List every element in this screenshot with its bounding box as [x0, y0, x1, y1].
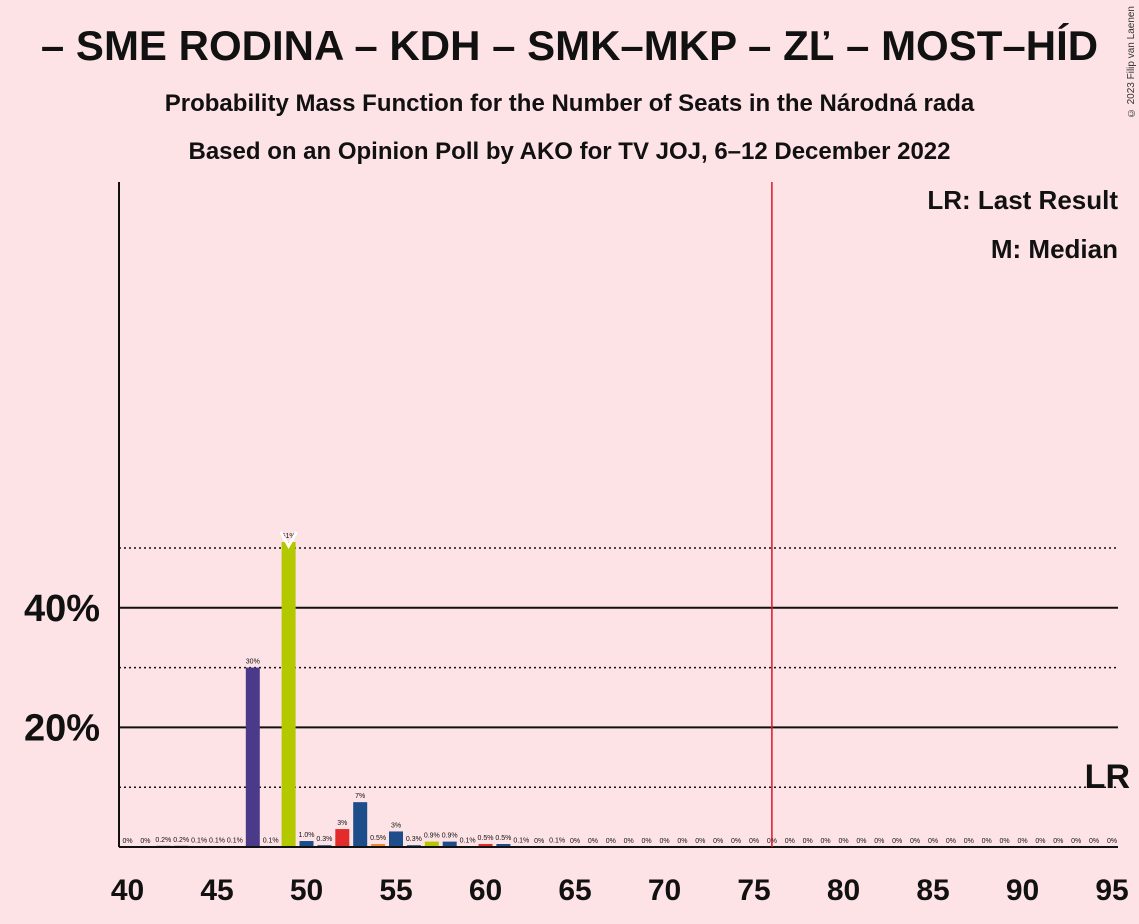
- bar-label-63: 0%: [534, 838, 544, 845]
- bar-label-83: 0%: [892, 838, 902, 845]
- bar-label-95: 0%: [1107, 838, 1117, 845]
- bar-label-56: 0.3%: [406, 836, 422, 843]
- x-tick-75: 75: [737, 874, 770, 907]
- bar-50: [299, 841, 314, 847]
- bar-label-79: 0%: [821, 838, 831, 845]
- bar-53: [353, 802, 368, 847]
- bar-label-51: 0.3%: [316, 836, 332, 843]
- x-tick-40: 40: [111, 874, 144, 907]
- bar-label-93: 0%: [1071, 838, 1081, 845]
- x-tick-85: 85: [916, 874, 949, 907]
- x-tick-80: 80: [827, 874, 860, 907]
- bar-label-81: 0%: [856, 838, 866, 845]
- x-tick-45: 45: [200, 874, 233, 907]
- bar-label-86: 0%: [946, 838, 956, 845]
- bar-58: [442, 841, 457, 847]
- bar-label-87: 0%: [964, 838, 974, 845]
- bar-label-46: 0.1%: [227, 837, 243, 844]
- bar-label-91: 0%: [1035, 838, 1045, 845]
- bar-label-61: 0.5%: [495, 835, 511, 842]
- bar-label-58: 0.9%: [442, 833, 458, 840]
- x-tick-90: 90: [1006, 874, 1039, 907]
- bar-49: [281, 542, 296, 847]
- x-tick-55: 55: [379, 874, 412, 907]
- bar-label-80: 0%: [838, 838, 848, 845]
- bar-label-54: 0.5%: [370, 835, 386, 842]
- bar-60: [478, 844, 493, 847]
- bar-52: [335, 829, 350, 847]
- bar-label-57: 0.9%: [424, 833, 440, 840]
- legend-median: M: Median: [991, 234, 1118, 264]
- bar-54: [371, 844, 386, 847]
- bar-label-40: 0%: [122, 838, 132, 845]
- chart-subtitle-2: Based on an Opinion Poll by AKO for TV J…: [188, 138, 951, 165]
- bar-label-72: 0%: [695, 838, 705, 845]
- bar-57: [424, 841, 439, 847]
- bar-label-89: 0%: [1000, 838, 1010, 845]
- bar-55: [389, 831, 403, 847]
- bar-label-62: 0.1%: [513, 837, 529, 844]
- markers: LR: [279, 182, 1130, 847]
- bar-label-52: 3%: [337, 820, 347, 827]
- bar-labels: 0% 0% 0.2% 0.2% 0.1% 0.1% 0.1%30%0.1%51%1.0%0.…: [122, 533, 1117, 845]
- x-tick-60: 60: [469, 874, 502, 907]
- bar-61: [496, 844, 511, 847]
- bar-label-73: 0%: [713, 838, 723, 845]
- bars: [156, 542, 565, 847]
- bar-label-82: 0%: [874, 838, 884, 845]
- legend-last-result: LR: Last Result: [927, 185, 1118, 215]
- median-marker: [279, 531, 298, 550]
- bar-label-53: 7%: [355, 793, 365, 800]
- bar-label-45: 0.1%: [209, 837, 225, 844]
- bar-label-48: 0.1%: [263, 837, 279, 844]
- bar-label-65: 0%: [570, 838, 580, 845]
- bar-label-88: 0%: [982, 838, 992, 845]
- bar-label-85: 0%: [928, 838, 938, 845]
- bar-label-59: 0.1%: [460, 837, 476, 844]
- bar-label-60: 0.5%: [478, 835, 494, 842]
- bar-label-94: 0%: [1089, 838, 1099, 845]
- bar-label-49: 51%: [282, 533, 296, 540]
- chart-subtitle-1: Probability Mass Function for the Number…: [164, 90, 975, 117]
- bar-label-47: 30%: [246, 659, 260, 666]
- bar-label-71: 0%: [677, 838, 687, 845]
- y-tick-40: 40%: [24, 588, 100, 630]
- bar-label-92: 0%: [1053, 838, 1063, 845]
- bar-label-77: 0%: [785, 838, 795, 845]
- bar-label-68: 0%: [624, 838, 634, 845]
- x-tick-95: 95: [1095, 874, 1128, 907]
- gridlines: [119, 547, 1118, 788]
- bar-label-41: 0%: [140, 838, 150, 845]
- bar-label-84: 0%: [910, 838, 920, 845]
- bar-label-43: 0.2%: [173, 837, 189, 844]
- bar-label-69: 0%: [642, 838, 652, 845]
- bar-label-74: 0%: [731, 838, 741, 845]
- bar-label-42: 0.2%: [155, 837, 171, 844]
- bar-47: [245, 667, 260, 847]
- bar-label-75: 0%: [749, 838, 759, 845]
- bar-label-90: 0%: [1017, 838, 1027, 845]
- bar-label-66: 0%: [588, 838, 598, 845]
- x-tick-65: 65: [558, 874, 591, 907]
- bar-label-70: 0%: [659, 838, 669, 845]
- bar-label-78: 0%: [803, 838, 813, 845]
- bar-label-55: 3%: [391, 822, 401, 829]
- x-tick-70: 70: [648, 874, 681, 907]
- chart-title: – SME RODINA – KDH – SMK–MKP – ZĽ – MOST…: [40, 22, 1099, 69]
- tick-labels: 40 45 50 55 60 65 70 75 80 85 90 95 20% 40%: [24, 588, 1129, 907]
- y-tick-20: 20%: [24, 707, 100, 749]
- bar-label-44: 0.1%: [191, 837, 207, 844]
- last-result-marker: LR: [1085, 758, 1130, 796]
- bar-label-50: 1.0%: [299, 832, 315, 839]
- x-tick-50: 50: [290, 874, 323, 907]
- bar-label-67: 0%: [606, 838, 616, 845]
- axes: [118, 182, 1118, 848]
- bar-label-64: 0.1%: [549, 837, 565, 844]
